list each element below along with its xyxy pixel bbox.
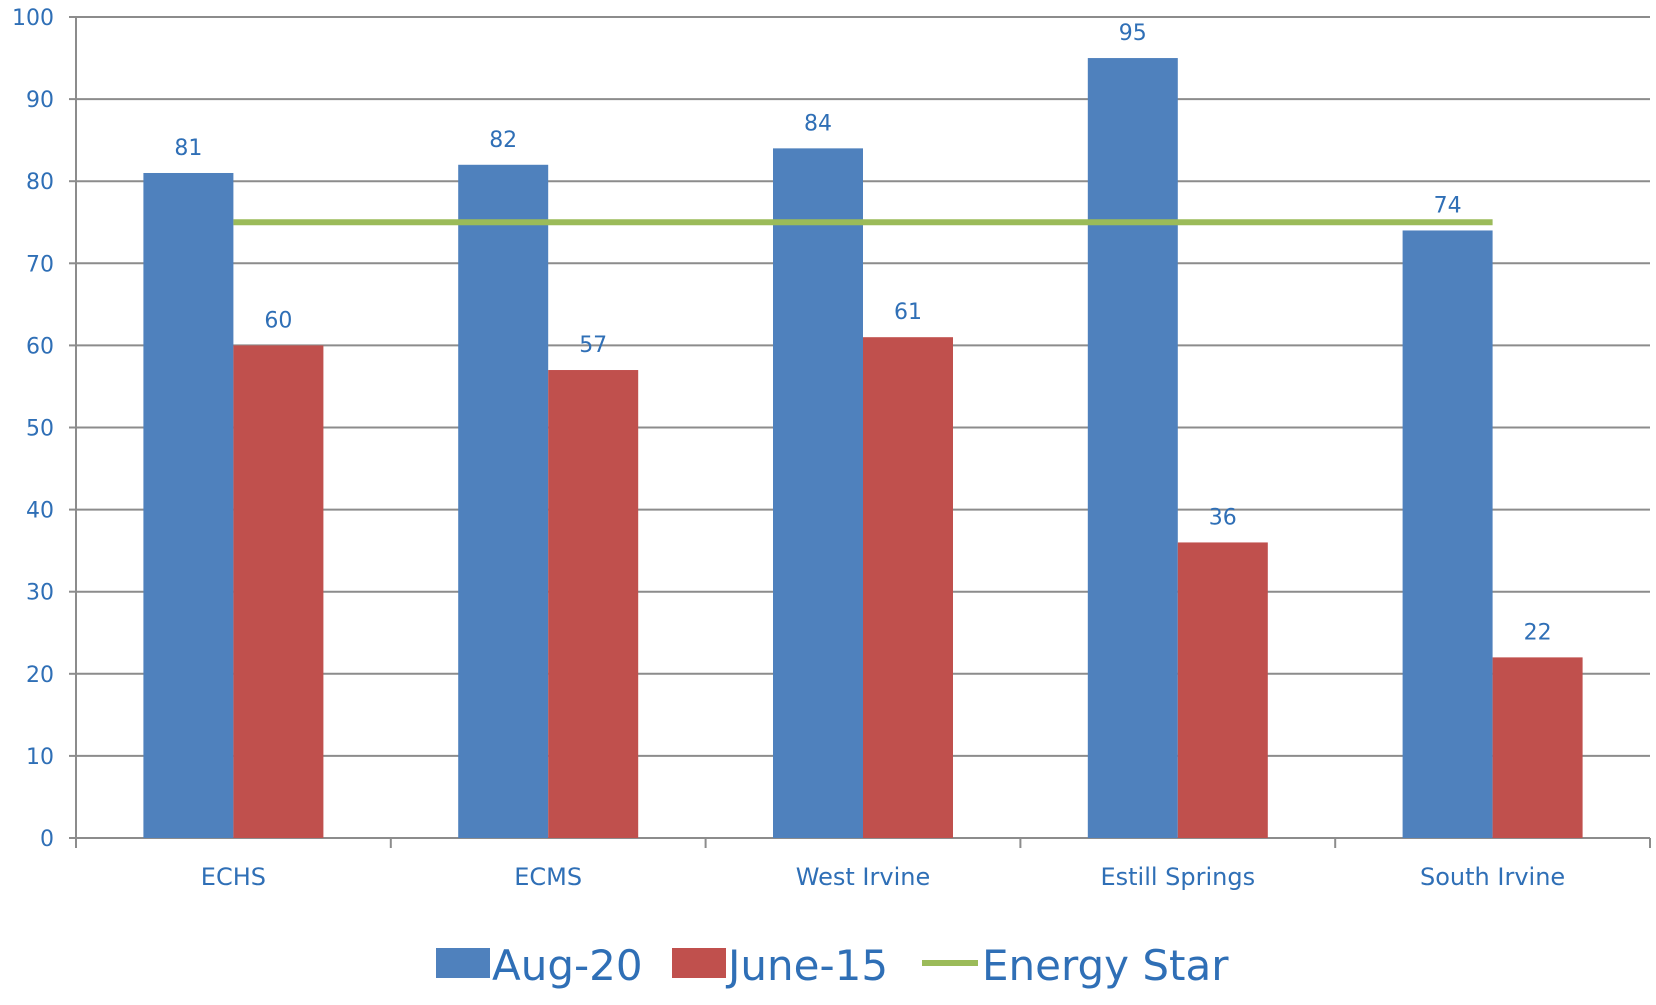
y-tick-label: 0 [40, 827, 54, 852]
bar-aug-20-south-irvine [1402, 230, 1493, 838]
y-tick-label: 80 [26, 170, 54, 195]
legend-label: Aug-20 [492, 941, 643, 990]
legend: Aug-20 June-15 Energy Star [436, 941, 1229, 990]
y-tick-label: 10 [26, 745, 54, 770]
y-tick-label: 70 [26, 252, 54, 277]
data-label: 61 [894, 300, 922, 325]
bar-aug-20-ecms [458, 164, 549, 838]
y-tick-label: 50 [26, 417, 54, 442]
x-category-label: South Irvine [1420, 863, 1565, 891]
data-label: 81 [174, 136, 202, 161]
bar-aug-20-west-irvine [773, 148, 863, 839]
x-category-label: ECHS [201, 863, 266, 891]
legend-swatch [672, 948, 726, 978]
y-tick-label: 20 [26, 663, 54, 688]
bars [143, 58, 1583, 839]
x-category-label: West Irvine [796, 863, 930, 891]
data-label: 74 [1434, 193, 1462, 218]
x-category-label: ECMS [514, 863, 582, 891]
bar-june-15-estill-springs [1177, 542, 1268, 838]
data-label: 82 [489, 128, 517, 153]
data-label: 84 [804, 111, 832, 136]
data-label: 57 [579, 333, 607, 358]
y-tick-label: 90 [26, 88, 54, 113]
data-label: 95 [1119, 21, 1147, 46]
bar-june-15-echs [233, 345, 324, 838]
axes: 0 10 20 30 40 50 60 70 80 90 100 ECHS ECMS West Irvin… [12, 6, 1651, 891]
data-label: 60 [264, 308, 292, 333]
bar-aug-20-estill-springs [1087, 58, 1178, 839]
bar-june-15-west-irvine [863, 337, 953, 838]
bar-june-15-ecms [548, 370, 639, 838]
legend-label: June-15 [725, 941, 888, 990]
y-tick-label: 60 [26, 334, 54, 359]
data-label: 36 [1209, 505, 1237, 530]
legend-label: Energy Star [982, 941, 1229, 990]
data-label: 22 [1524, 620, 1552, 645]
bar-june-15-south-irvine [1492, 657, 1583, 838]
x-category-label: Estill Springs [1100, 863, 1255, 891]
y-tick-label: 100 [12, 6, 54, 31]
data-labels: 81 60 82 57 84 61 95 36 74 22 [174, 21, 1551, 645]
y-tick-label: 40 [26, 499, 54, 524]
y-tick-label: 30 [26, 581, 54, 606]
bar-aug-20-echs [143, 172, 234, 839]
legend-swatch [436, 948, 490, 978]
